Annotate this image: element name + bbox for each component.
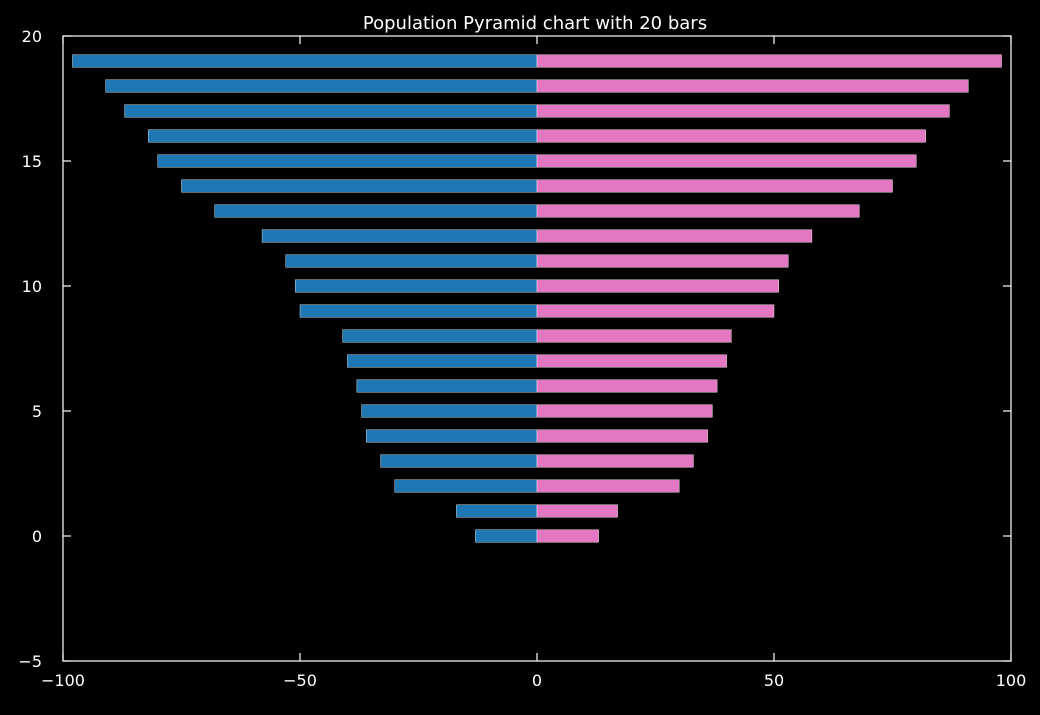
y-tick-label: 5 [32,402,42,421]
right-bar-5 [536,404,713,418]
left-bar-11 [285,254,538,268]
x-tick-label: 50 [764,671,784,690]
left-bar-10 [295,279,538,293]
x-tick-label: −100 [41,671,85,690]
right-bar-12 [536,229,813,243]
right-bar-1 [536,504,618,518]
left-bar-19 [72,54,538,68]
left-bar-13 [214,204,538,218]
right-bar-7 [536,354,727,368]
left-bar-6 [356,379,538,393]
right-bar-11 [536,254,789,268]
chart-title: Population Pyramid chart with 20 bars [363,13,707,34]
right-bar-4 [536,429,708,443]
left-bar-7 [347,354,538,368]
x-tick-label: 0 [532,671,542,690]
y-tick-label: 15 [22,152,42,171]
left-bar-0 [475,529,538,543]
x-tick-label: −50 [283,671,317,690]
right-bar-13 [536,204,860,218]
bars-group [72,54,1002,543]
left-bar-9 [299,304,538,318]
right-bar-16 [536,129,926,143]
right-bar-2 [536,479,680,493]
right-bar-14 [536,179,893,193]
right-bar-0 [536,529,599,543]
left-bar-5 [361,404,538,418]
right-bar-15 [536,154,917,168]
left-bar-16 [148,129,538,143]
x-tick-label: 100 [996,671,1027,690]
right-bar-18 [536,79,969,93]
y-tick-label: 10 [22,277,42,296]
right-bar-6 [536,379,718,393]
left-bar-15 [157,154,538,168]
left-bar-12 [261,229,538,243]
left-bar-4 [366,429,538,443]
left-bar-17 [124,104,538,118]
left-bar-14 [181,179,538,193]
left-bar-2 [394,479,538,493]
y-tick-label: 0 [32,527,42,546]
right-bar-19 [536,54,1002,68]
left-bar-1 [456,504,538,518]
y-tick-label: 20 [22,27,42,46]
y-tick-label: −5 [18,652,42,671]
right-bar-3 [536,454,694,468]
left-bar-18 [105,79,538,93]
left-bar-8 [342,329,538,343]
left-bar-3 [380,454,538,468]
right-bar-10 [536,279,779,293]
right-bar-9 [536,304,775,318]
right-bar-17 [536,104,950,118]
right-bar-8 [536,329,732,343]
